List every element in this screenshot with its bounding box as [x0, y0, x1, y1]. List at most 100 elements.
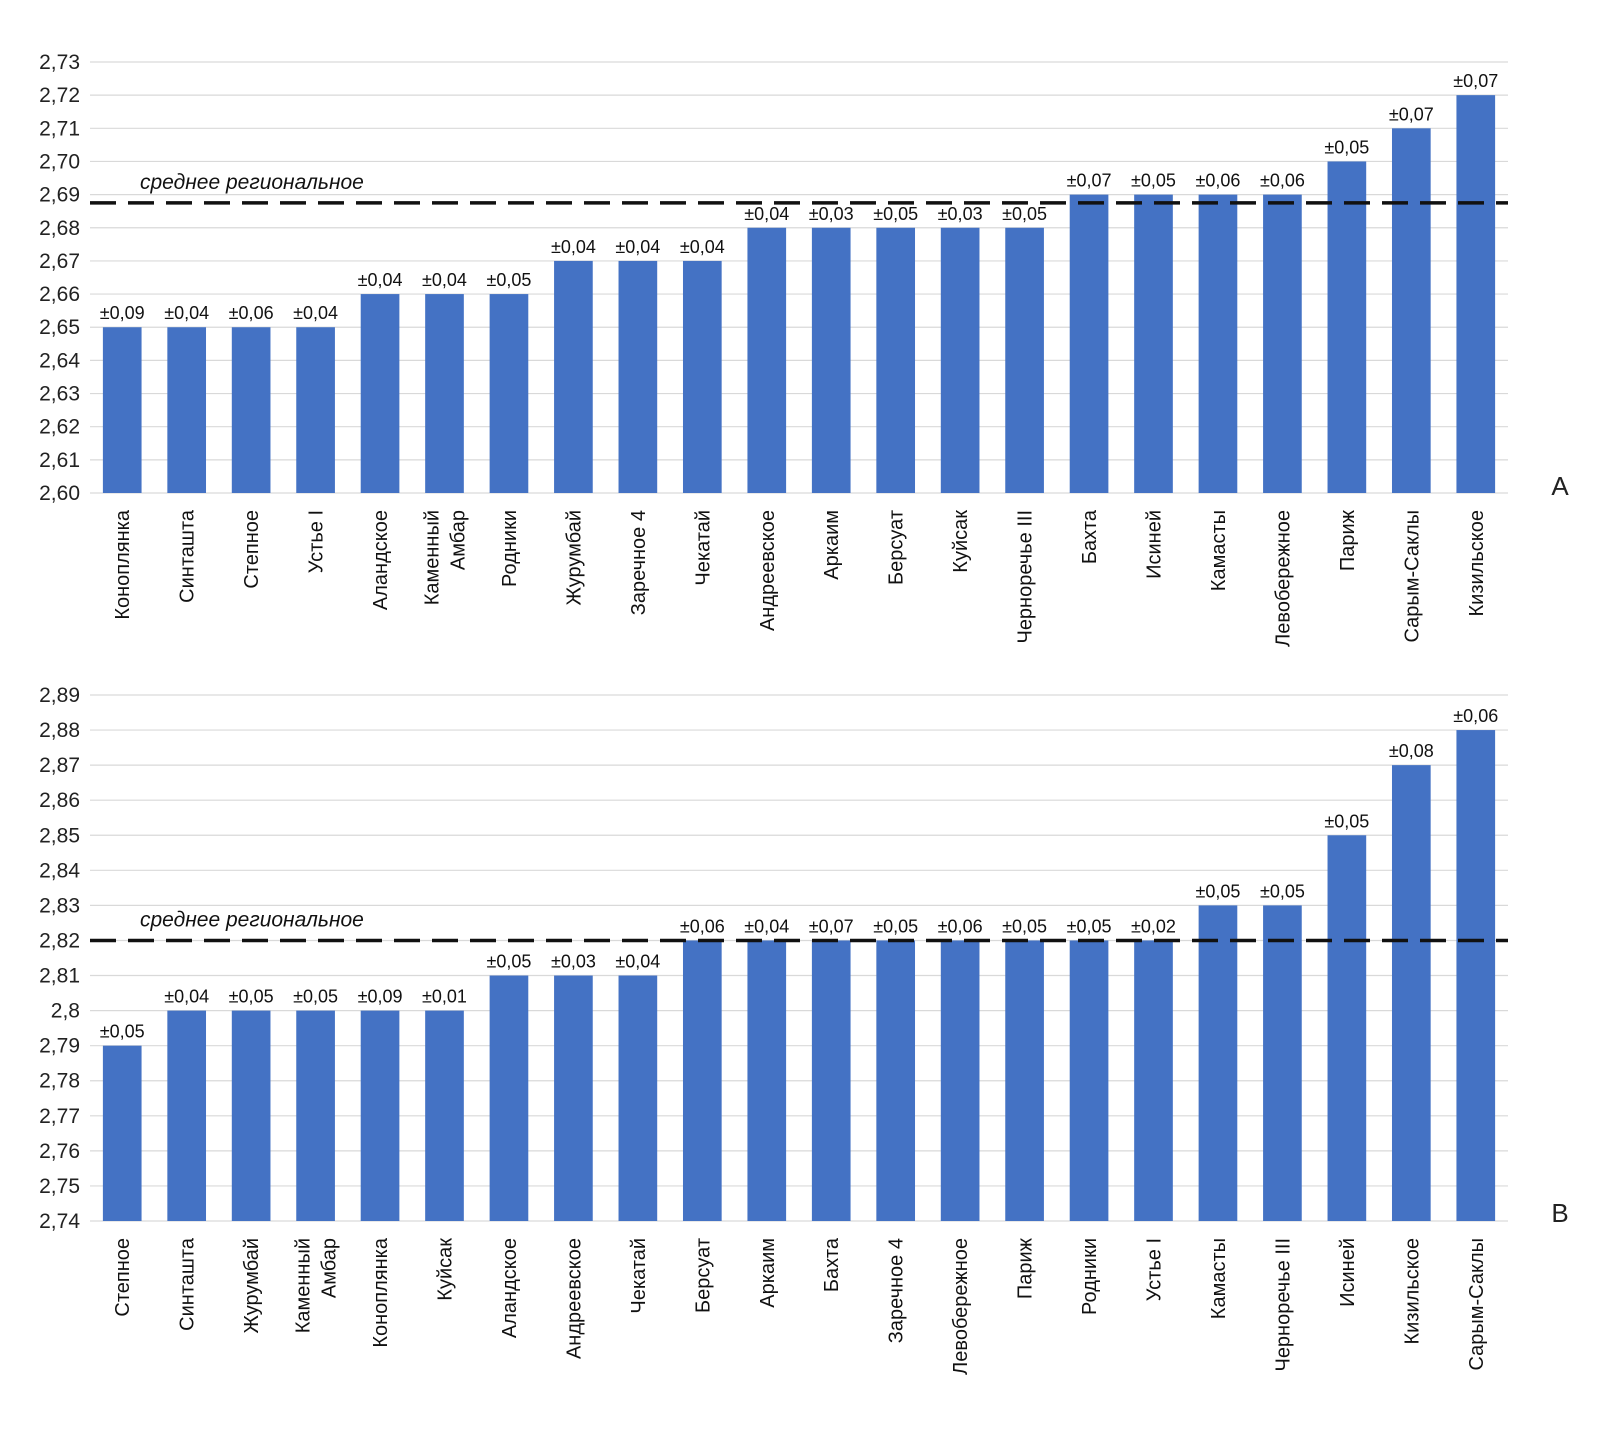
bar-error-label: ±0,07 — [1453, 71, 1498, 91]
bar — [876, 940, 916, 1221]
bar — [167, 327, 207, 493]
bar — [231, 1010, 271, 1221]
bar-error-label: ±0,03 — [809, 204, 854, 224]
y-tick-label: 2,66 — [39, 283, 80, 306]
bar — [1391, 128, 1431, 494]
x-tick-label: Заречное 4 — [886, 1238, 908, 1343]
y-tick-label: 2,62 — [39, 416, 80, 439]
bar-error-label: ±0,02 — [1131, 916, 1176, 936]
panel-label: A — [1551, 471, 1569, 501]
bar — [1134, 940, 1173, 1221]
x-tick-label: Левобережное — [950, 1238, 972, 1375]
bar-error-label: ±0,05 — [1324, 137, 1369, 157]
x-tick-label: Камасты — [1208, 510, 1230, 591]
bar-error-label: ±0,06 — [1195, 171, 1240, 191]
x-tick-label: Журумбай — [241, 1238, 263, 1334]
x-tick-label: Андреевское — [563, 1238, 585, 1359]
x-tick-label: Исиней — [1337, 1238, 1359, 1307]
y-tick-label: 2,60 — [39, 482, 80, 505]
y-tick-label: 2,8 — [51, 1000, 80, 1023]
x-tick-label: Берсуат — [886, 510, 908, 585]
bar — [554, 975, 593, 1221]
bar-error-label: ±0,05 — [873, 916, 918, 936]
bar — [1263, 905, 1302, 1221]
bar — [102, 1045, 142, 1221]
y-tick-label: 2,79 — [39, 1035, 80, 1058]
bar-error-label: ±0,04 — [744, 204, 789, 224]
bar — [489, 975, 529, 1221]
bar — [489, 294, 529, 493]
x-tick-label: Степное — [112, 1238, 134, 1317]
bar-error-label: ±0,09 — [358, 987, 403, 1007]
bar-error-label: ±0,07 — [1389, 104, 1434, 124]
x-tick-label: Сарым-Саклы — [1401, 510, 1423, 643]
bar-error-label: ±0,04 — [164, 303, 209, 323]
x-tick-label: Аландское — [499, 1238, 521, 1338]
bar-error-label: ±0,04 — [744, 916, 789, 936]
bar — [360, 1010, 400, 1221]
y-tick-label: 2,83 — [39, 894, 80, 917]
mean-line-label: среднее региональное — [140, 908, 364, 931]
y-tick-label: 2,86 — [39, 789, 80, 812]
x-tick-label: Синташта — [177, 509, 199, 603]
x-tick-label: Черноречье III — [1272, 1238, 1294, 1372]
bar — [940, 940, 980, 1221]
bar — [747, 940, 787, 1221]
bar — [360, 294, 400, 493]
x-tick-label: Синташта — [177, 1237, 199, 1331]
y-tick-label: 2,67 — [39, 250, 80, 273]
x-tick-label: Заречное 4 — [628, 510, 650, 615]
y-tick-label: 2,74 — [39, 1210, 80, 1233]
bar-error-label: ±0,05 — [1067, 916, 1112, 936]
y-tick-label: 2,64 — [39, 349, 80, 372]
bar-error-label: ±0,05 — [1131, 171, 1176, 191]
bar — [1005, 227, 1044, 493]
bar — [811, 227, 851, 493]
bar — [1456, 95, 1496, 494]
x-tick-label: Бахта — [1079, 509, 1101, 564]
y-tick-label: 2,63 — [39, 383, 80, 406]
x-tick-label: Камасты — [1208, 1238, 1230, 1319]
bar — [425, 1010, 464, 1221]
chart-panel-b: 2,74 2,75 2,76 2,77 2,78 2,79 2,8 2,81 2,82 2,83 2… — [39, 684, 1569, 1375]
x-tick-label: Коноплянка — [112, 509, 134, 620]
chart-panel-a: 2,60 2,61 2,62 2,63 2,64 2,65 2,66 2,67 2,68 2,69… — [39, 51, 1569, 647]
bar — [425, 294, 464, 493]
bar-error-label: ±0,04 — [358, 270, 403, 290]
x-tick-label: Аркаим — [757, 1238, 779, 1308]
bar — [1327, 161, 1367, 493]
y-tick-label: 2,88 — [39, 719, 80, 742]
x-tick-label: Чекатай — [628, 1238, 650, 1314]
x-tick-label: Аландское — [370, 510, 392, 610]
x-tick-label: Коноплянка — [370, 1237, 392, 1348]
bar — [618, 975, 658, 1221]
bar-error-label: ±0,07 — [1067, 171, 1112, 191]
bar-error-label: ±0,05 — [486, 270, 531, 290]
x-tick-label: Родники — [499, 510, 521, 587]
bar — [940, 227, 980, 493]
x-tick-label: Сарым-Саклы — [1466, 1238, 1488, 1371]
y-tick-label: 2,70 — [39, 150, 80, 173]
x-tick-label: Исиней — [1144, 510, 1166, 579]
bar-error-label: ±0,05 — [293, 987, 338, 1007]
bar-error-label: ±0,04 — [551, 237, 596, 257]
bar-error-label: ±0,04 — [615, 952, 660, 972]
bar-error-label: ±0,05 — [1002, 916, 1047, 936]
bar-error-label: ±0,03 — [551, 952, 596, 972]
y-tick-label: 2,81 — [39, 965, 80, 988]
x-tick-label: Родники — [1079, 1238, 1101, 1315]
y-tick-label: 2,89 — [39, 684, 80, 707]
bar-error-label: ±0,05 — [486, 952, 531, 972]
bar-error-label: ±0,06 — [1453, 706, 1498, 726]
bar-error-label: ±0,05 — [1260, 881, 1305, 901]
x-tick-label: Аркаим — [821, 510, 843, 580]
bar-error-label: ±0,04 — [422, 270, 467, 290]
bar — [682, 940, 722, 1221]
x-tick-label: Берсуат — [692, 1238, 714, 1313]
bar — [1456, 730, 1496, 1221]
x-tick-label: Куйсак — [950, 510, 972, 573]
y-tick-label: 2,77 — [39, 1105, 80, 1128]
bar-error-label: ±0,06 — [938, 916, 983, 936]
bar-error-label: ±0,04 — [293, 303, 338, 323]
